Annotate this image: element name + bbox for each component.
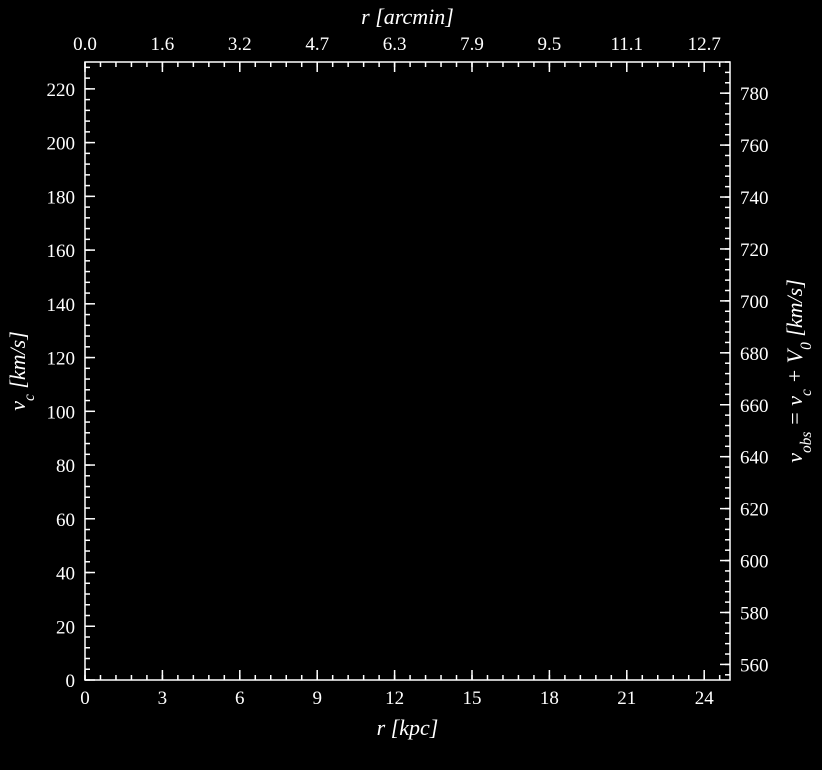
svg-text:12: 12 (385, 688, 404, 709)
svg-text:r [kpc]: r [kpc] (377, 715, 439, 740)
svg-text:6: 6 (235, 688, 245, 709)
svg-text:720: 720 (740, 240, 769, 261)
svg-text:11.1: 11.1 (611, 34, 644, 55)
svg-text:640: 640 (740, 448, 769, 469)
svg-text:12.7: 12.7 (688, 34, 721, 55)
svg-text:680: 680 (740, 344, 769, 365)
svg-text:0: 0 (66, 671, 76, 692)
svg-text:24: 24 (695, 688, 715, 709)
svg-text:40: 40 (56, 564, 75, 585)
svg-text:60: 60 (56, 510, 75, 531)
svg-text:4.7: 4.7 (305, 34, 329, 55)
svg-text:780: 780 (740, 84, 769, 105)
svg-text:160: 160 (47, 241, 76, 262)
svg-text:580: 580 (740, 603, 769, 624)
svg-text:120: 120 (47, 349, 76, 370)
svg-text:660: 660 (740, 396, 769, 417)
svg-text:700: 700 (740, 292, 769, 313)
svg-text:9: 9 (312, 688, 322, 709)
svg-text:r [arcmin]: r [arcmin] (361, 4, 454, 29)
svg-text:140: 140 (47, 295, 76, 316)
svg-text:6.3: 6.3 (383, 34, 407, 55)
svg-text:560: 560 (740, 655, 769, 676)
svg-text:80: 80 (56, 456, 75, 477)
svg-text:1.6: 1.6 (151, 34, 175, 55)
svg-text:100: 100 (47, 402, 76, 423)
svg-text:220: 220 (47, 80, 76, 101)
svg-text:18: 18 (540, 688, 559, 709)
svg-text:740: 740 (740, 188, 769, 209)
svg-text:21: 21 (617, 688, 636, 709)
svg-text:180: 180 (47, 187, 76, 208)
svg-text:20: 20 (56, 617, 75, 638)
svg-text:620: 620 (740, 500, 769, 521)
svg-text:600: 600 (740, 552, 769, 573)
svg-text:200: 200 (47, 134, 76, 155)
svg-text:7.9: 7.9 (460, 34, 484, 55)
svg-text:9.5: 9.5 (538, 34, 562, 55)
svg-text:15: 15 (463, 688, 482, 709)
svg-text:3.2: 3.2 (228, 34, 252, 55)
svg-text:0.0: 0.0 (73, 34, 97, 55)
svg-text:760: 760 (740, 136, 769, 157)
svg-text:3: 3 (158, 688, 168, 709)
svg-text:0: 0 (80, 688, 90, 709)
